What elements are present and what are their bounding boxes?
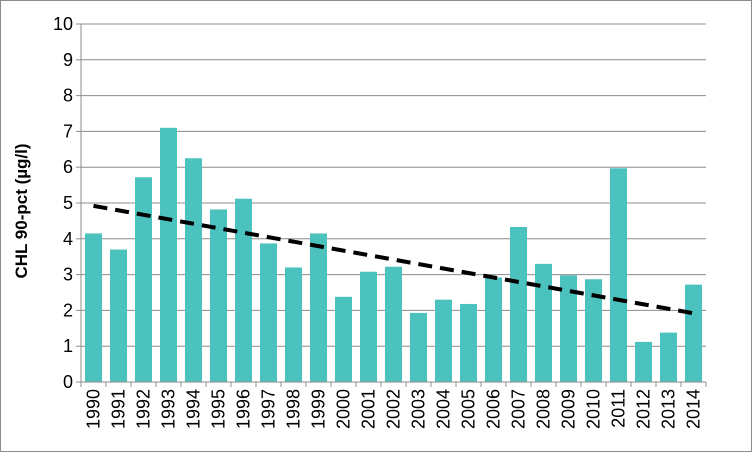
y-tick-label: 6 xyxy=(63,157,73,177)
x-tick-label: 1994 xyxy=(184,389,204,429)
bar-2000 xyxy=(335,296,352,382)
bar-1995 xyxy=(210,209,227,382)
bar-2001 xyxy=(360,271,377,382)
x-tick-label: 2013 xyxy=(659,389,679,429)
bar-2010 xyxy=(585,279,602,382)
y-tick-label: 10 xyxy=(53,14,73,34)
bar-2003 xyxy=(410,312,427,382)
bar-1998 xyxy=(285,267,302,382)
x-tick-label: 1995 xyxy=(209,389,229,429)
y-tick-label: 7 xyxy=(63,121,73,141)
bar-1990 xyxy=(85,233,102,382)
bar-2004 xyxy=(435,299,452,382)
bar-1993 xyxy=(160,127,177,382)
x-tick-label: 2014 xyxy=(684,389,704,429)
y-tick-label: 5 xyxy=(63,193,73,213)
bar-1991 xyxy=(110,249,127,382)
bar-2013 xyxy=(660,332,677,382)
x-tick-label: 1993 xyxy=(159,389,179,429)
y-axis-title: CHL 90-pct (µg/l) xyxy=(12,143,31,278)
x-tick-label: 2011 xyxy=(609,389,629,428)
bar-2007 xyxy=(510,226,527,382)
y-tick-label: 3 xyxy=(63,265,73,285)
x-tick-label: 2010 xyxy=(584,389,604,429)
bar-2014 xyxy=(685,284,702,382)
x-tick-label: 2002 xyxy=(384,389,404,429)
x-tick-label: 2012 xyxy=(634,389,654,429)
bar-1999 xyxy=(310,233,327,382)
x-tick-label: 1990 xyxy=(84,389,104,429)
axes xyxy=(76,23,707,387)
bar-2005 xyxy=(460,303,477,382)
bar-2009 xyxy=(560,275,577,382)
trendline xyxy=(93,203,694,316)
bar-2012 xyxy=(635,341,652,382)
y-tick-label: 4 xyxy=(63,229,73,249)
trendline-layer xyxy=(93,203,694,316)
bar-2002 xyxy=(385,266,402,382)
x-tick-label: 2004 xyxy=(434,389,454,429)
x-tick-label: 1998 xyxy=(284,389,304,429)
y-tick-label: 9 xyxy=(63,50,73,70)
bar-2008 xyxy=(535,263,552,382)
x-tick-label: 1997 xyxy=(259,389,279,429)
x-tick-labels: 1990 1991 1992 1993 1994 1995 1996 1997 1998 1999… xyxy=(84,389,704,429)
x-tick-label: 1996 xyxy=(234,389,254,429)
y-tick-label: 1 xyxy=(63,336,73,356)
bars xyxy=(85,127,702,382)
x-tick-label: 1992 xyxy=(134,389,154,429)
bar-2006 xyxy=(485,277,502,382)
x-tick-label: 1999 xyxy=(309,389,329,429)
x-tick-label: 2008 xyxy=(534,389,554,429)
bar-1994 xyxy=(185,158,202,382)
bar-1992 xyxy=(135,177,152,382)
bar-1997 xyxy=(260,243,277,382)
x-tick-label: 2000 xyxy=(334,389,354,429)
y-tick-label: 8 xyxy=(63,86,73,106)
y-tick-label: 2 xyxy=(63,300,73,320)
y-tick-labels: 0 1 2 3 4 5 6 7 8 9 10 xyxy=(53,14,73,392)
y-tick-label: 0 xyxy=(63,372,73,392)
x-tick-label: 2007 xyxy=(509,389,529,429)
bar-2011 xyxy=(610,168,627,382)
x-tick-label: 1991 xyxy=(109,389,129,429)
x-tick-label: 2001 xyxy=(359,389,379,429)
x-tick-label: 2009 xyxy=(559,389,579,429)
bar-1996 xyxy=(235,198,252,382)
x-tick-label: 2003 xyxy=(409,389,429,429)
x-tick-label: 2006 xyxy=(484,389,504,429)
x-tick-label: 2005 xyxy=(459,389,479,429)
